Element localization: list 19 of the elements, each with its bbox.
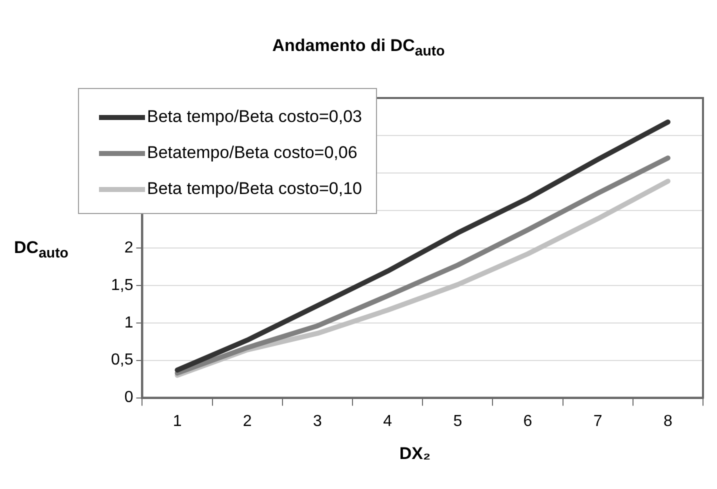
y-tick-label: 1,5	[110, 276, 134, 294]
y-axis-title: DC$_{auto}$	[14, 238, 68, 262]
x-tick-label: 7	[593, 412, 602, 430]
x-tick-label: 1	[172, 412, 182, 430]
y-tick-label: 0	[124, 389, 134, 406]
x-tick-label: 5	[453, 412, 462, 430]
x-tick-label: 4	[383, 412, 392, 430]
y-tick-label: 1	[124, 314, 134, 332]
x-tick-label: 3	[313, 412, 322, 430]
chart-title: Andamento di DC$_{auto}$	[271, 36, 446, 60]
x-tick-label: 6	[523, 412, 532, 430]
legend-label: Beta tempo/Beta costo=0,10	[147, 179, 362, 198]
x-axis-title: DX₂	[398, 444, 432, 464]
y-tick-label: 2	[124, 239, 134, 256]
legend-label: Betatempo/Beta costo=0,06	[147, 143, 358, 162]
x-tick-label: 2	[242, 412, 252, 430]
x-tick-label: 8	[664, 412, 672, 430]
y-tick-label: 0,5	[110, 352, 134, 369]
legend-label: Beta tempo/Beta costo=0,03	[147, 107, 362, 126]
